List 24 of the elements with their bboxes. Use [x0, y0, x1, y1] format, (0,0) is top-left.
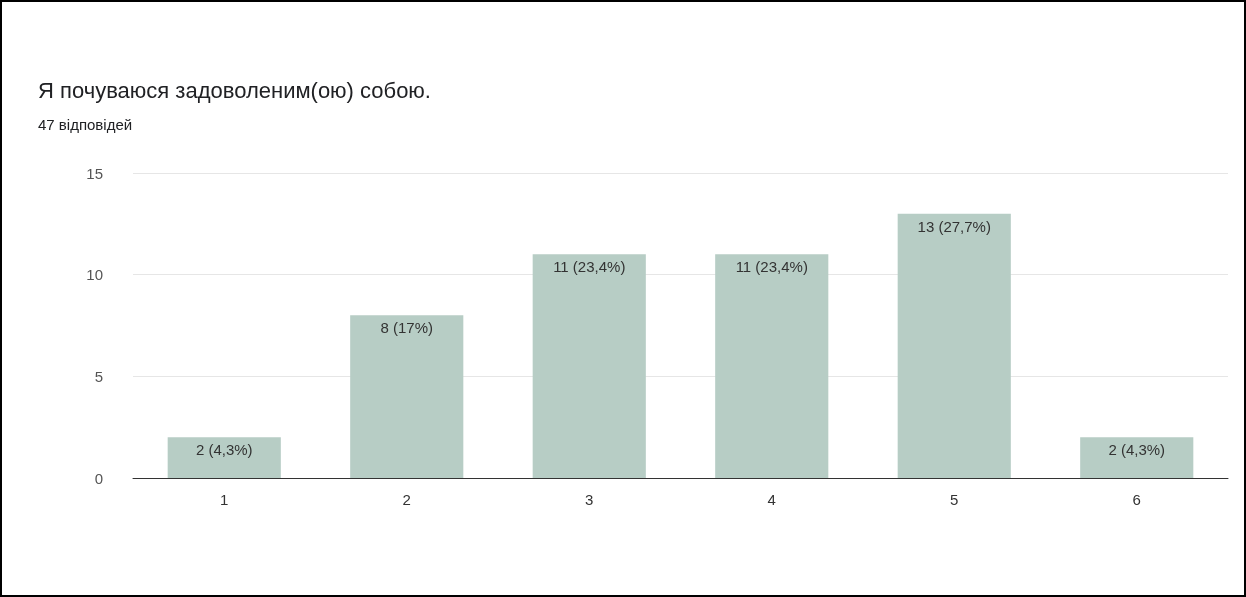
x-tick-label: 5	[950, 491, 959, 508]
bar	[897, 213, 1011, 478]
data-label: 13 (27,7%)	[917, 217, 991, 235]
bar	[1080, 437, 1194, 478]
y-tick-label: 10	[86, 266, 103, 284]
data-label: 8 (17%)	[380, 319, 434, 337]
data-label: 2 (4,3%)	[1108, 441, 1166, 459]
x-tick-label: 3	[585, 491, 594, 508]
y-tick-label: 15	[86, 164, 103, 182]
x-tick-label: 6	[1132, 491, 1141, 508]
y-tick-label: 0	[94, 469, 103, 487]
bar	[532, 254, 646, 478]
bar	[715, 254, 829, 478]
chart-title: Я почуваюся задоволеним(ою) собою.	[38, 77, 431, 103]
x-tick-label: 2	[402, 491, 411, 508]
x-tick-label: 4	[767, 491, 776, 508]
data-label: 11 (23,4%)	[735, 258, 808, 276]
bar	[167, 437, 281, 478]
data-label: 11 (23,4%)	[553, 258, 626, 276]
x-tick-label: 1	[220, 491, 229, 508]
bar	[350, 315, 464, 478]
y-tick-label: 5	[94, 367, 103, 385]
data-label: 2 (4,3%)	[195, 441, 253, 459]
chart-subtitle: 47 відповідей	[38, 116, 133, 133]
